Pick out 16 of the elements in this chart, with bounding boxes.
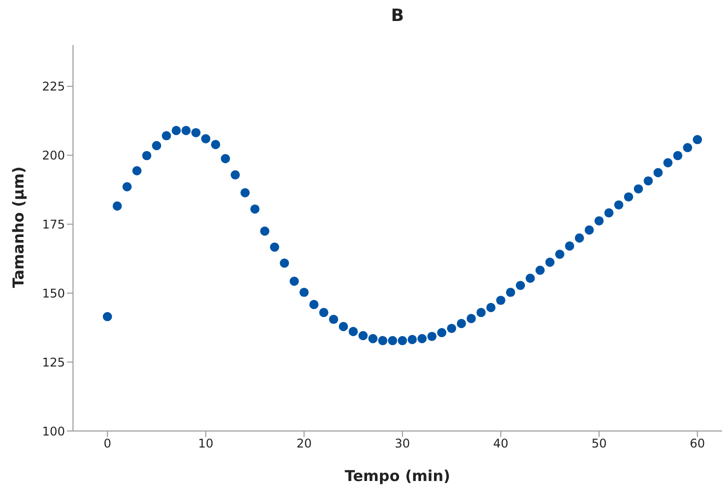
y-tick-label: 150	[42, 286, 65, 300]
y-tick-label: 175	[42, 217, 65, 232]
y-axis-title: Tamanho (µm)	[9, 166, 28, 288]
x-axis-title: Tempo (min)	[344, 467, 450, 485]
x-tick-label: 40	[493, 436, 508, 451]
y-tick-label: 125	[42, 355, 65, 370]
x-tick-label: 10	[198, 436, 214, 451]
chart-title: B	[390, 6, 405, 26]
x-tick-label: 50	[591, 436, 607, 451]
y-tick-label: 200	[42, 148, 65, 163]
y-tick-label: 100	[42, 424, 65, 438]
x-tick-label: 60	[690, 436, 706, 451]
x-tick-label: 20	[296, 436, 312, 451]
y-tick-label: 225	[42, 80, 65, 94]
x-tick-label: 30	[394, 436, 410, 451]
x-tick-label: 0	[104, 436, 112, 451]
